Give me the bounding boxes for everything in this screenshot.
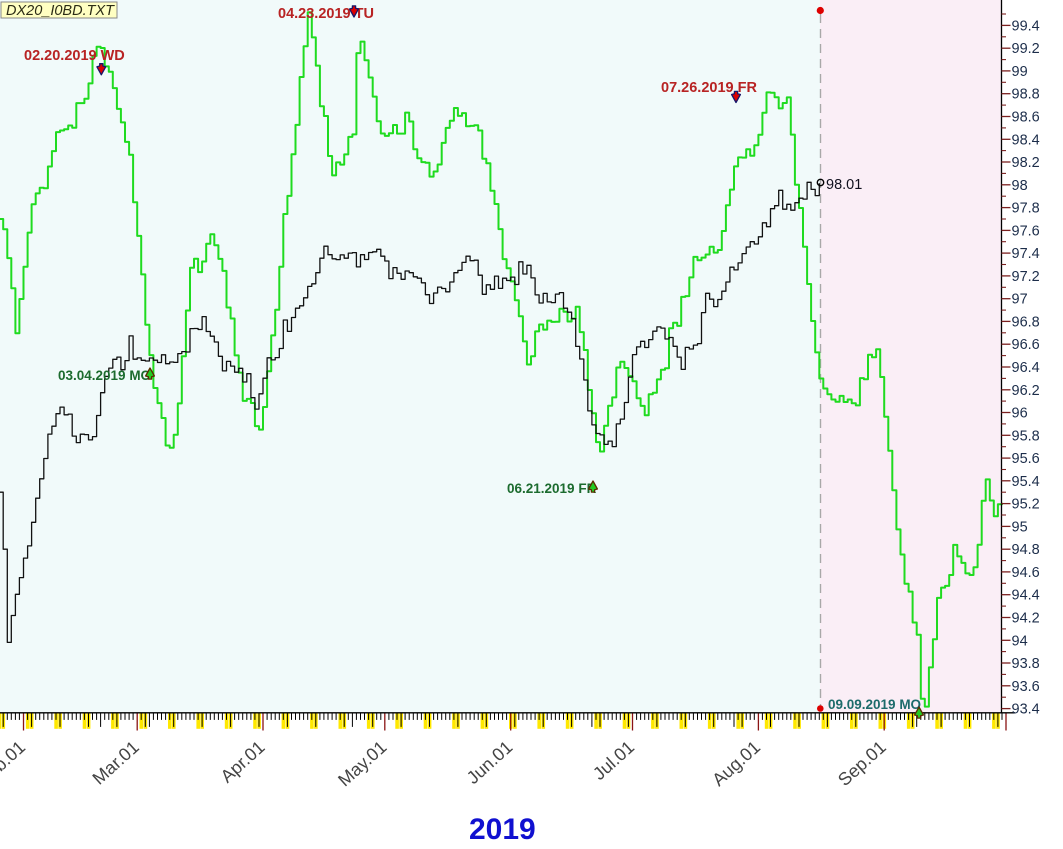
svg-text:96.6: 96.6 <box>1012 337 1040 353</box>
svg-text:98.8: 98.8 <box>1012 87 1040 103</box>
svg-text:93.4: 93.4 <box>1012 702 1040 718</box>
svg-text:93.6: 93.6 <box>1012 679 1040 695</box>
svg-text:98.2: 98.2 <box>1012 155 1040 171</box>
svg-text:04.23.2019 TU: 04.23.2019 TU <box>278 6 374 22</box>
svg-text:95.2: 95.2 <box>1012 497 1040 513</box>
svg-text:97: 97 <box>1012 292 1028 308</box>
svg-text:97.2: 97.2 <box>1012 269 1040 285</box>
svg-text:98.01: 98.01 <box>826 177 862 193</box>
svg-text:99.2: 99.2 <box>1012 41 1040 57</box>
svg-text:97.4: 97.4 <box>1012 246 1040 262</box>
svg-text:95: 95 <box>1012 519 1028 535</box>
svg-text:03.04.2019 MO: 03.04.2019 MO <box>58 368 151 383</box>
svg-text:99.4: 99.4 <box>1012 18 1040 34</box>
svg-text:98.6: 98.6 <box>1012 110 1040 126</box>
svg-text:Mar.01: Mar.01 <box>89 737 143 789</box>
svg-text:06.21.2019 FR: 06.21.2019 FR <box>507 481 597 496</box>
svg-text:Aug.01: Aug.01 <box>708 737 764 790</box>
svg-text:94.2: 94.2 <box>1012 611 1040 627</box>
svg-text:Sep.01: Sep.01 <box>834 737 890 790</box>
svg-text:95.6: 95.6 <box>1012 451 1040 467</box>
svg-text:Apr.01: Apr.01 <box>217 737 269 787</box>
svg-text:98.4: 98.4 <box>1012 132 1040 148</box>
svg-text:98: 98 <box>1012 178 1028 194</box>
svg-text:95.8: 95.8 <box>1012 428 1040 444</box>
svg-text:Feb.01: Feb.01 <box>0 737 29 789</box>
svg-text:May.01: May.01 <box>334 737 390 790</box>
svg-text:96: 96 <box>1012 406 1028 422</box>
svg-text:96.8: 96.8 <box>1012 314 1040 330</box>
svg-text:99: 99 <box>1012 64 1028 80</box>
svg-text:07.26.2019 FR: 07.26.2019 FR <box>661 80 757 96</box>
svg-text:94.6: 94.6 <box>1012 565 1040 581</box>
svg-text:Jul.01: Jul.01 <box>589 737 638 784</box>
svg-text:02.20.2019 WD: 02.20.2019 WD <box>24 48 125 64</box>
svg-text:96.2: 96.2 <box>1012 383 1040 399</box>
svg-text:94: 94 <box>1012 633 1028 649</box>
svg-text:94.8: 94.8 <box>1012 542 1040 558</box>
svg-text:93.8: 93.8 <box>1012 656 1040 672</box>
svg-text:2019: 2019 <box>469 813 536 846</box>
svg-text:DX20_I0BD.TXT: DX20_I0BD.TXT <box>6 3 115 19</box>
svg-text:97.6: 97.6 <box>1012 223 1040 239</box>
svg-text:95.4: 95.4 <box>1012 474 1040 490</box>
svg-text:09.09.2019 MO: 09.09.2019 MO <box>828 697 921 712</box>
svg-text:Jun.01: Jun.01 <box>463 737 517 788</box>
svg-text:97.8: 97.8 <box>1012 201 1040 217</box>
svg-text:94.4: 94.4 <box>1012 588 1040 604</box>
svg-text:96.4: 96.4 <box>1012 360 1040 376</box>
